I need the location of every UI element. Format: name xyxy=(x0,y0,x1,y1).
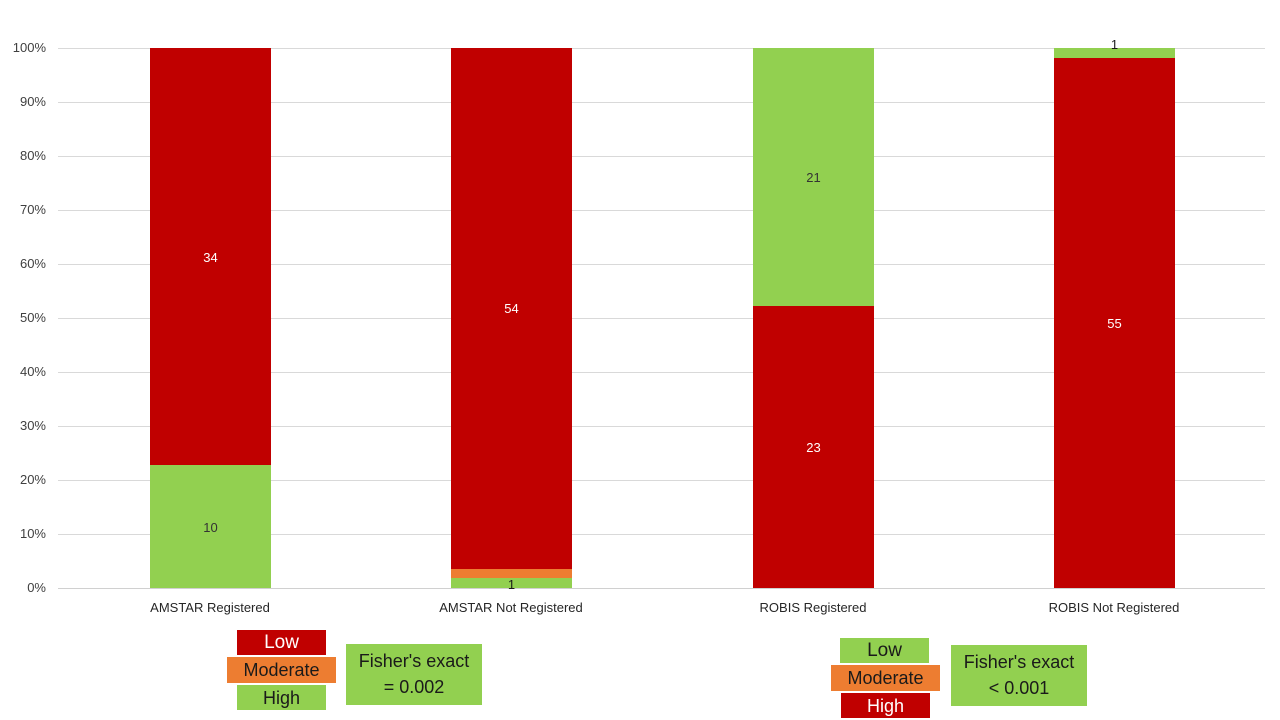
gridline xyxy=(58,102,1265,103)
y-tick-label: 90% xyxy=(19,94,46,109)
y-tick-label: 80% xyxy=(19,148,46,163)
y-tick-label: 50% xyxy=(19,310,46,325)
y-tick-label: 10% xyxy=(19,526,46,541)
bar-robis-registered: 23 21 xyxy=(753,48,874,588)
bar-segment-green xyxy=(753,48,874,306)
gridline xyxy=(58,372,1265,373)
data-label: 1 xyxy=(1110,37,1119,52)
gridline xyxy=(58,588,1265,589)
robis-fisher-exact-box: Fisher's exact < 0.001 xyxy=(951,645,1087,706)
gridline xyxy=(58,534,1265,535)
bar-segment-red xyxy=(753,305,874,588)
y-tick-label: 40% xyxy=(19,364,46,379)
y-tick-label: 60% xyxy=(19,256,46,271)
gridline xyxy=(58,210,1265,211)
y-tick-label: 0% xyxy=(27,580,46,595)
data-label: 1 xyxy=(507,577,516,592)
x-tick-label: ROBIS Not Registered xyxy=(1048,600,1180,615)
y-tick-label: 20% xyxy=(19,472,46,487)
gridline xyxy=(58,480,1265,481)
x-tick-label: ROBIS Registered xyxy=(759,600,867,615)
bar-segment-green xyxy=(451,578,572,588)
bar-segment-green xyxy=(150,465,271,588)
gridline xyxy=(58,318,1265,319)
amstar-legend-low: Low xyxy=(237,630,326,655)
amstar-legend-moderate: Moderate xyxy=(227,657,336,683)
bar-amstar-not-registered: 1154 xyxy=(451,48,572,592)
gridline xyxy=(58,426,1265,427)
robis-legend-low: Low xyxy=(840,638,929,663)
data-label: 21 xyxy=(806,169,821,185)
data-label: 55 xyxy=(1107,315,1122,331)
amstar-fisher-exact-box: Fisher's exact = 0.002 xyxy=(346,644,482,705)
bar-amstar-registered: 10 34 xyxy=(150,48,271,588)
bar-segment-orange xyxy=(451,568,572,579)
bar-robis-not-registered: 55 1 xyxy=(1054,37,1175,588)
robis-legend-high: High xyxy=(841,693,930,718)
gridline xyxy=(58,156,1265,157)
bar-segment-green xyxy=(1054,48,1175,58)
y-tick-label: 30% xyxy=(19,418,46,433)
gridline xyxy=(58,264,1265,265)
bar-segment-red xyxy=(150,48,271,466)
robis-legend-moderate: Moderate xyxy=(831,665,940,691)
bar-segment-red xyxy=(451,48,572,569)
x-tick-label: AMSTAR Not Registered xyxy=(439,600,583,615)
data-label: 34 xyxy=(203,249,218,265)
bar-segment-red xyxy=(1054,57,1175,588)
amstar-legend-high: High xyxy=(237,685,326,710)
data-label: 10 xyxy=(203,519,218,535)
data-label: 54 xyxy=(504,301,519,317)
data-label: 23 xyxy=(806,439,821,455)
y-tick-label: 100% xyxy=(12,40,46,55)
x-tick-label: AMSTAR Registered xyxy=(150,600,270,615)
gridline xyxy=(58,48,1265,49)
y-tick-label: 70% xyxy=(19,202,46,217)
